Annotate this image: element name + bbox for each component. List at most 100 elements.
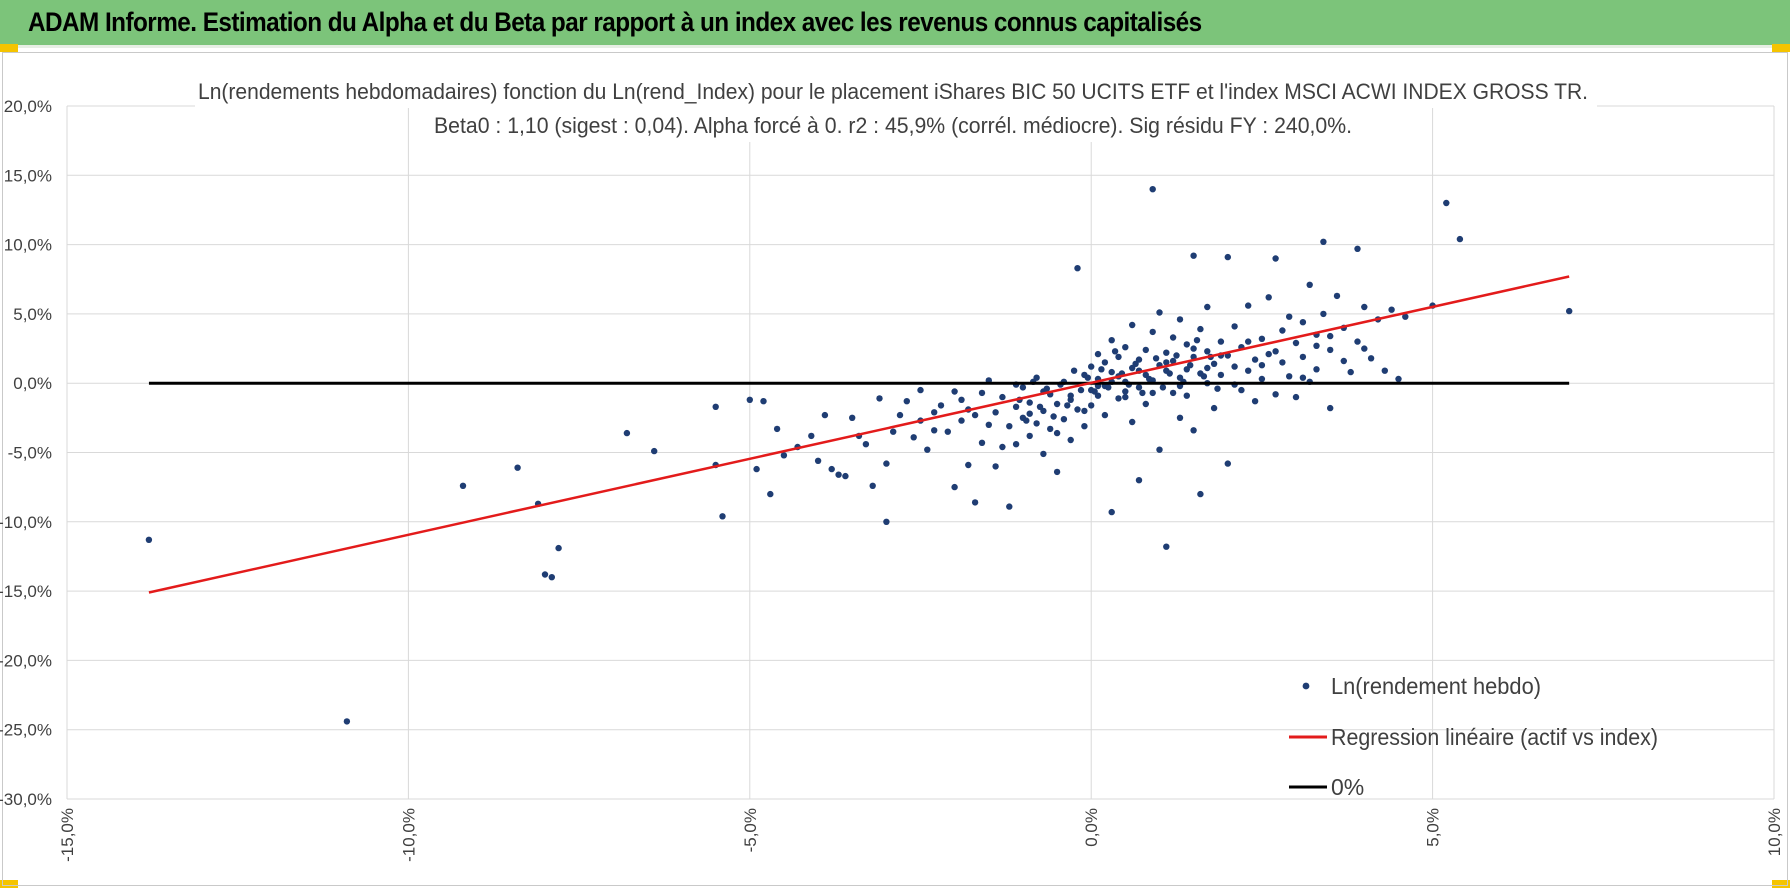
data-point	[808, 432, 815, 440]
data-point	[1012, 441, 1020, 448]
data-point	[1142, 346, 1150, 354]
data-point	[1279, 359, 1286, 366]
data-point	[869, 482, 876, 489]
data-point	[1265, 294, 1272, 301]
data-point	[1135, 384, 1143, 391]
data-point	[1224, 460, 1232, 467]
data-point	[1210, 360, 1218, 367]
data-point	[1388, 306, 1395, 313]
data-point	[514, 464, 521, 471]
data-point	[1361, 345, 1368, 352]
data-point	[1238, 386, 1245, 394]
chart-title-line-1: Ln(rendements hebdomadaires) fonction du…	[198, 79, 1588, 104]
data-point	[992, 463, 999, 470]
data-point	[1333, 292, 1341, 300]
y-tick-label: -20,0%	[0, 651, 52, 670]
data-point	[1122, 344, 1129, 351]
data-point	[1313, 366, 1320, 373]
data-point	[1272, 348, 1279, 355]
y-tick-label: 5,0%	[13, 305, 52, 324]
data-point	[814, 457, 822, 464]
data-point	[944, 428, 951, 435]
data-point	[1081, 407, 1088, 415]
data-point	[1245, 338, 1252, 345]
data-point	[828, 465, 835, 473]
data-point	[842, 472, 849, 480]
data-point	[1132, 360, 1139, 367]
data-point	[1183, 392, 1191, 399]
data-point	[1306, 281, 1313, 288]
data-point	[1245, 302, 1252, 309]
data-point	[917, 386, 924, 394]
data-point	[835, 471, 842, 478]
data-point	[1115, 353, 1122, 361]
data-point	[1156, 309, 1163, 316]
data-point	[1159, 384, 1167, 391]
data-point	[999, 393, 1006, 401]
data-point	[1023, 417, 1030, 424]
data-point	[876, 395, 883, 402]
data-point	[883, 460, 890, 467]
data-point	[1231, 323, 1238, 330]
data-point	[1224, 253, 1232, 261]
data-point	[651, 447, 658, 455]
data-point	[1084, 374, 1092, 381]
data-point	[1122, 393, 1129, 401]
data-point	[1251, 398, 1259, 405]
data-point	[1135, 477, 1143, 484]
data-point	[1142, 400, 1150, 408]
data-point	[1033, 420, 1040, 427]
data-point	[1354, 338, 1361, 345]
y-tick-label: 15,0%	[4, 166, 52, 185]
data-point	[1217, 338, 1225, 345]
corner-marker-bottom-right	[1772, 880, 1790, 888]
data-point	[1204, 348, 1211, 355]
y-tick-label: 10,0%	[4, 236, 52, 255]
y-tick-label: -10,0%	[0, 513, 52, 532]
data-point	[1115, 395, 1122, 402]
data-point	[1169, 357, 1177, 365]
data-point	[1299, 319, 1307, 326]
data-point	[1443, 199, 1450, 207]
data-point	[1197, 490, 1204, 498]
data-point	[1327, 404, 1334, 412]
data-point	[1149, 389, 1156, 397]
data-point	[1129, 418, 1136, 426]
data-point	[1163, 349, 1170, 356]
data-point	[1098, 366, 1105, 373]
data-point	[1053, 400, 1061, 408]
data-point	[1299, 374, 1307, 381]
data-point	[1026, 410, 1033, 417]
data-point	[773, 425, 781, 433]
legend-label-points: Ln(rendement hebdo)	[1331, 673, 1541, 699]
data-point	[623, 429, 631, 437]
data-point	[712, 403, 719, 410]
data-point	[1197, 325, 1204, 333]
data-point	[1214, 385, 1221, 392]
data-point	[890, 428, 897, 435]
data-point	[951, 388, 958, 395]
y-tick-label: -30,0%	[0, 790, 52, 809]
data-point	[1354, 245, 1361, 252]
data-point	[910, 434, 917, 441]
corner-marker-top-right	[1772, 44, 1790, 52]
chart-title: Ln(rendements hebdomadaires) fonction du…	[195, 74, 1597, 142]
data-point	[760, 398, 767, 405]
data-point	[459, 482, 467, 489]
data-point	[780, 452, 788, 459]
data-point	[1320, 310, 1327, 318]
data-point	[1169, 389, 1177, 397]
data-point	[862, 441, 870, 448]
data-point	[1111, 348, 1119, 355]
data-point	[1381, 367, 1389, 374]
data-point	[978, 389, 986, 397]
data-point	[971, 411, 979, 419]
data-point	[1292, 393, 1300, 401]
data-point	[1176, 316, 1184, 323]
y-tick-label: -15,0%	[0, 582, 52, 601]
x-tick-label: 0,0%	[1082, 808, 1101, 847]
legend-label-regression: Regression linéaire (actif vs index)	[1331, 724, 1658, 750]
data-point	[1026, 432, 1033, 440]
